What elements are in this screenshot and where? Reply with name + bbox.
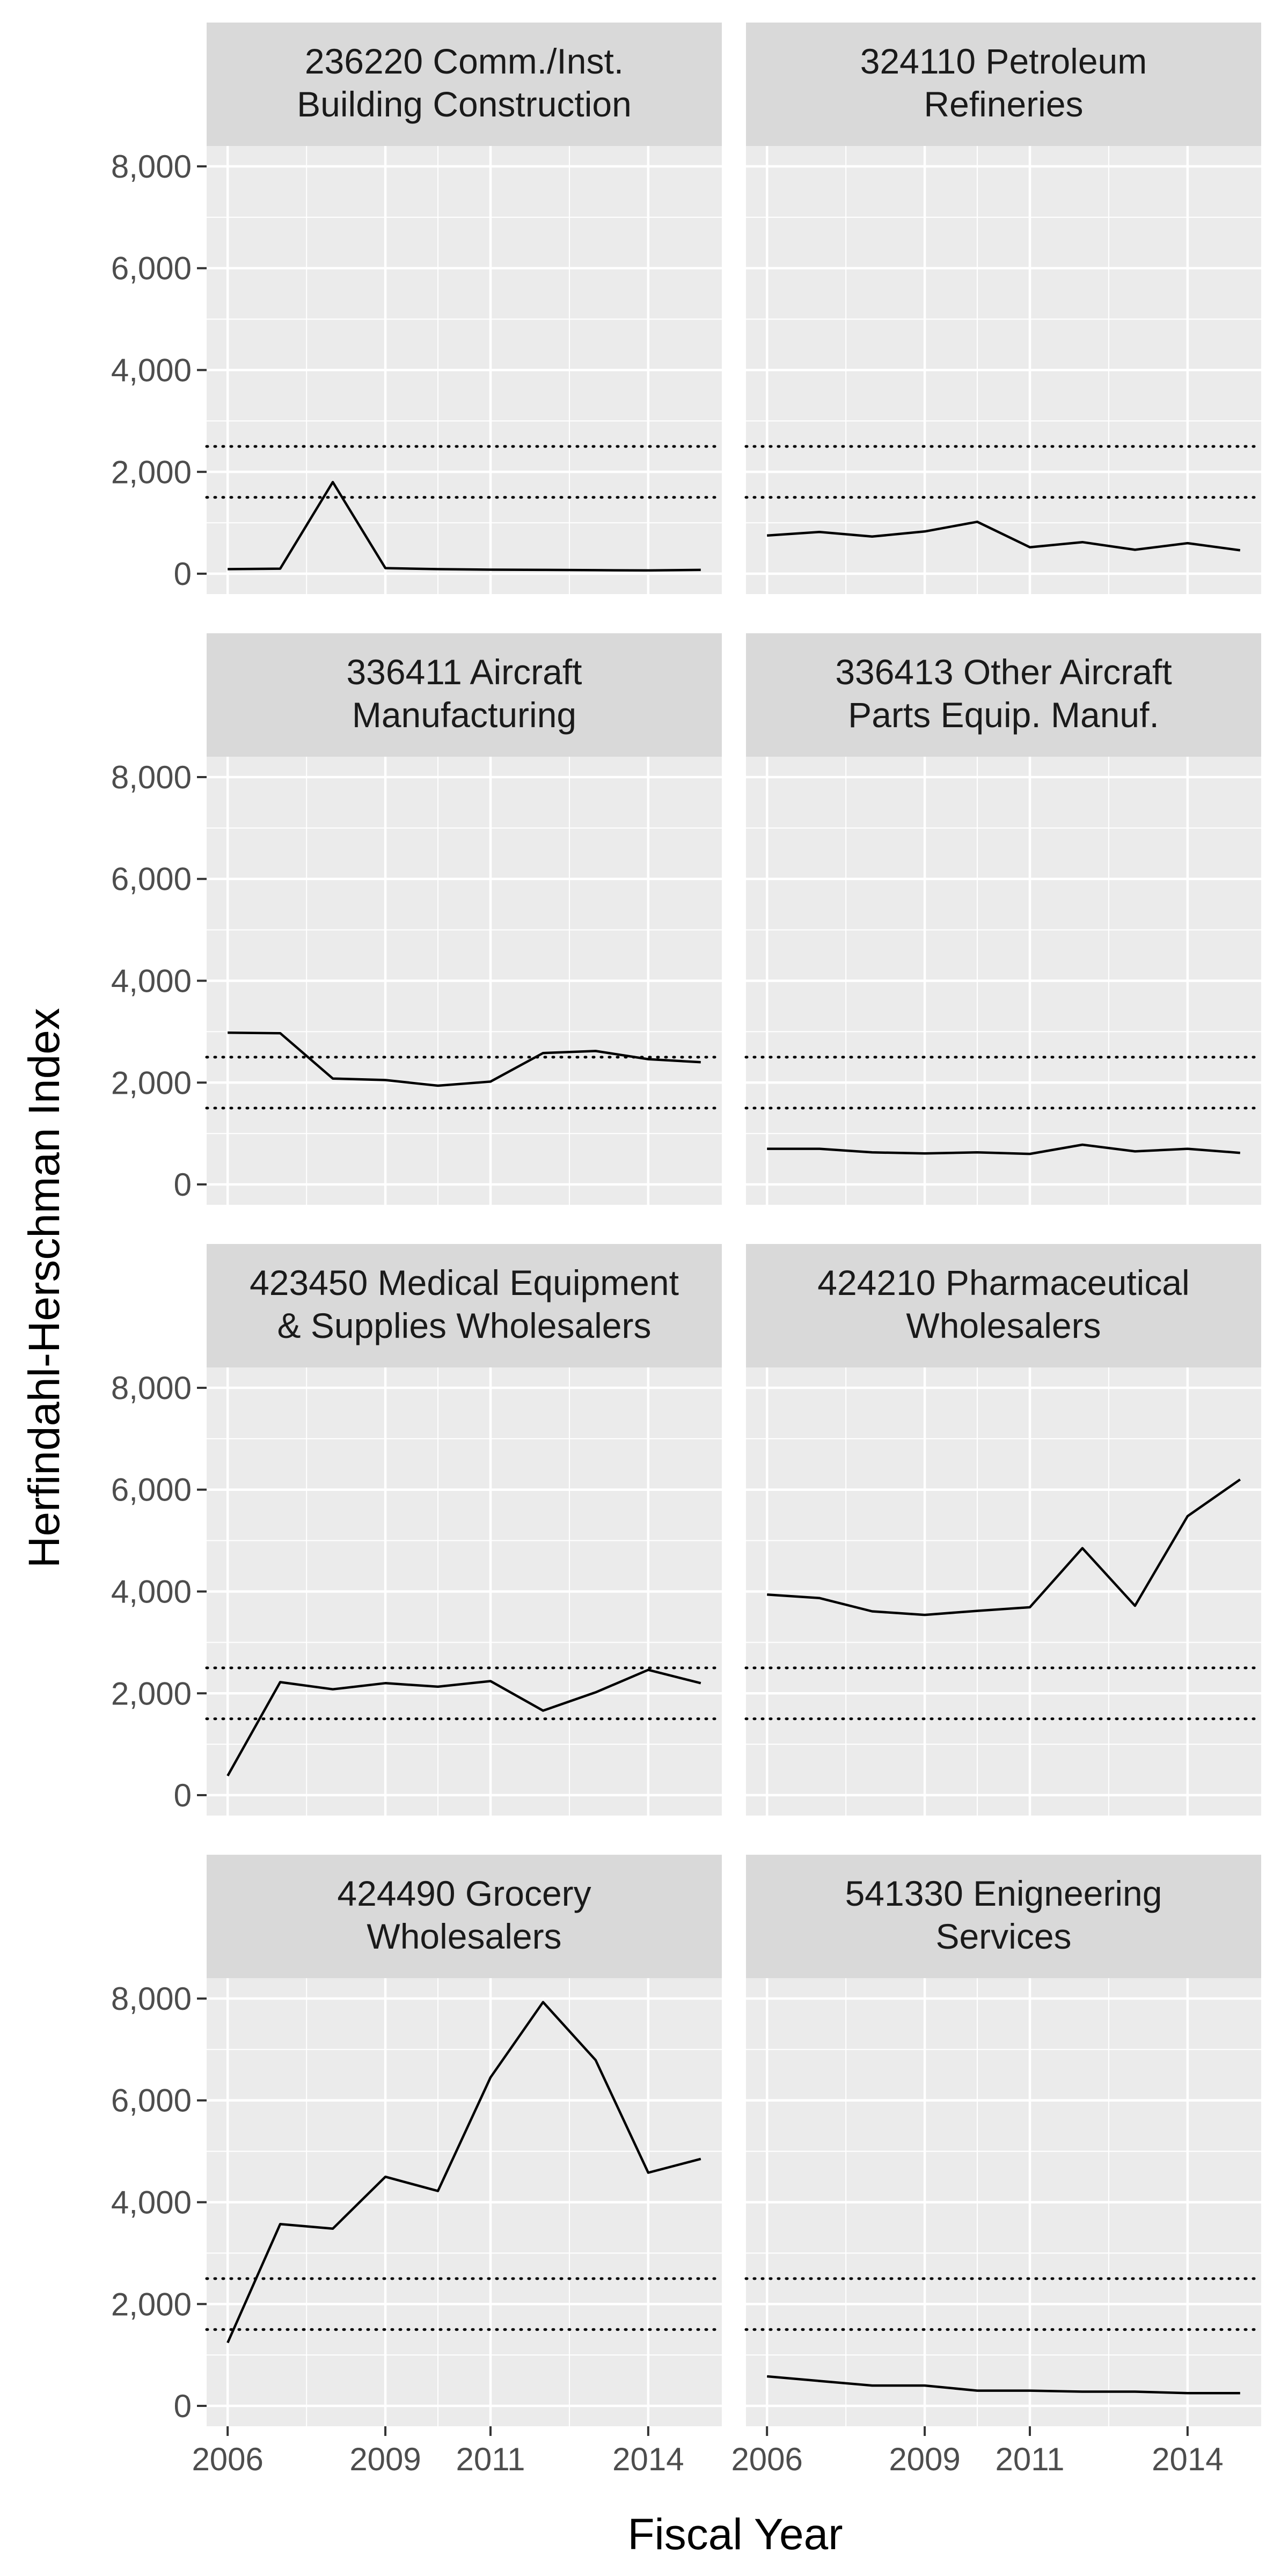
- panel-strip: [207, 1855, 722, 1978]
- panel-strip: [207, 1244, 722, 1367]
- panel-title-line: 423450 Medical Equipment: [250, 1263, 679, 1302]
- y-tick-label: 2,000: [111, 1065, 192, 1101]
- panel-title-line: Manufacturing: [352, 695, 576, 735]
- y-tick-label: 2,000: [111, 454, 192, 490]
- panel-title-line: Parts Equip. Manuf.: [848, 695, 1159, 735]
- y-tick-label: 0: [174, 2388, 192, 2424]
- panel-strip: [746, 23, 1261, 146]
- panel-title-line: 424490 Grocery: [337, 1874, 591, 1913]
- series-line: [226, 2001, 701, 2344]
- panel-title-line: 236220 Comm./Inst.: [305, 41, 624, 81]
- x-tick-label: 2006: [192, 2441, 263, 2477]
- panel-strip: [207, 633, 722, 757]
- x-tick-label: 2011: [995, 2441, 1064, 2477]
- y-tick-label: 2,000: [111, 1675, 192, 1711]
- panel-title-line: 424210 Pharmaceutical: [817, 1263, 1189, 1302]
- panel-strip: [207, 23, 722, 146]
- y-tick-label: 6,000: [111, 2083, 192, 2119]
- panel-1: 236220 Comm./Inst.Building Construction 0…: [111, 23, 723, 594]
- x-tick-label: 2011: [456, 2441, 525, 2477]
- panel-title-line: Services: [935, 1916, 1071, 1956]
- series-line: [228, 1031, 701, 1087]
- y-tick-label: 8,000: [111, 149, 192, 185]
- y-tick-label: 2,000: [111, 2286, 192, 2322]
- y-axis-title: Herfindahl-Herschman Index: [20, 1008, 69, 1568]
- x-tick-label: 2014: [1152, 2441, 1223, 2477]
- panel-title-line: Building Construction: [297, 84, 632, 124]
- y-tick-label: 0: [174, 556, 192, 592]
- series-line: [228, 481, 701, 572]
- series-line: [767, 2375, 1240, 2395]
- series-line: [226, 1668, 701, 1777]
- y-tick-label: 6,000: [111, 861, 192, 897]
- y-tick-label: 8,000: [111, 1370, 192, 1406]
- panel-title-line: 324110 Petroleum: [860, 41, 1147, 81]
- panel-strip: [746, 633, 1261, 757]
- series-line: [767, 521, 1241, 552]
- y-tick-label: 0: [174, 1777, 192, 1813]
- x-tick-label: 2006: [731, 2441, 802, 2477]
- y-tick-label: 4,000: [111, 353, 192, 389]
- panel-title-line: 541330 Enigneering: [845, 1874, 1162, 1913]
- panel-strip: [746, 1855, 1261, 1978]
- y-tick-label: 4,000: [111, 2185, 192, 2221]
- panel-title-line: 336411 Aircraft: [346, 652, 582, 692]
- panel-title-line: Refineries: [924, 84, 1083, 124]
- y-tick-label: 4,000: [111, 1574, 192, 1610]
- panel-strip: [746, 1244, 1261, 1367]
- panel-title-line: & Supplies Wholesalers: [277, 1306, 652, 1345]
- y-tick-label: 4,000: [111, 963, 192, 999]
- y-tick-label: 8,000: [111, 759, 192, 795]
- panel-6: 424210 Pharmaceutical Wholesalers: [744, 1244, 1263, 1816]
- x-axis-title: Fiscal Year: [627, 2510, 843, 2559]
- x-tick-label: 2014: [612, 2441, 684, 2477]
- panel-title-line: 336413 Other Aircraft: [835, 652, 1172, 692]
- x-tick-label: 2009: [349, 2441, 421, 2477]
- panel-grid: 236220 Comm./Inst.Building Construction 0…: [111, 23, 1263, 2477]
- y-tick-label: 0: [174, 1167, 192, 1203]
- y-tick-label: 6,000: [111, 251, 192, 287]
- panel-title-line: Wholesalers: [367, 1916, 561, 1956]
- panel-5: 423450 Medical Equipment & Supplies Whole…: [111, 1244, 723, 1816]
- panel-title-line: Wholesalers: [906, 1306, 1101, 1345]
- series-line: [767, 1143, 1240, 1155]
- y-tick-label: 6,000: [111, 1472, 192, 1508]
- x-tick-label: 2009: [889, 2441, 960, 2477]
- y-tick-label: 8,000: [111, 1981, 192, 2017]
- series-line: [767, 1478, 1241, 1616]
